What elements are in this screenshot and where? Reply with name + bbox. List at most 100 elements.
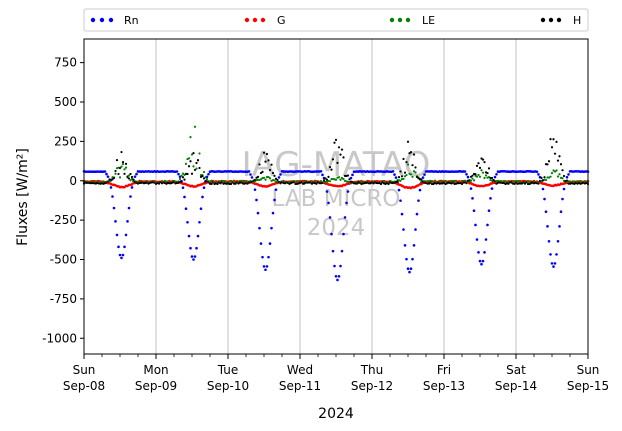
x-tick-day: Sun [73, 363, 96, 377]
point-rn [541, 187, 545, 191]
point-rn [399, 199, 402, 202]
point-h [339, 153, 342, 156]
point-rn [405, 257, 408, 261]
point-le [480, 169, 483, 172]
y-tick-label: -750 [50, 292, 77, 306]
point-rn [349, 176, 353, 180]
x-tick-date: Sep-09 [135, 379, 177, 393]
point-h [397, 176, 401, 179]
point-rn [486, 223, 489, 227]
legend-entry-rn: Rn [90, 14, 139, 27]
point-h [559, 163, 563, 166]
point-rn [544, 210, 548, 214]
point-rn [415, 212, 419, 216]
point-h [402, 157, 405, 161]
point-le [121, 163, 125, 166]
point-le [402, 177, 405, 181]
point-h [555, 140, 558, 143]
point-h [558, 155, 561, 158]
point-rn [175, 170, 179, 173]
y-tick-label: -500 [50, 253, 77, 267]
point-le [409, 173, 413, 176]
point-h [333, 141, 336, 144]
legend-label-rn: Rn [124, 14, 139, 27]
point-rn [111, 195, 114, 198]
point-rn [417, 199, 420, 202]
point-rn [126, 220, 129, 223]
point-h [216, 182, 219, 186]
point-rn [259, 242, 263, 245]
point-rn [543, 197, 546, 201]
point-h [469, 175, 473, 178]
legend: Rn G LE H [83, 8, 589, 32]
x-tick-date: Sep-13 [423, 379, 465, 393]
point-le [475, 175, 479, 178]
point-le [403, 175, 407, 178]
point-h [258, 163, 261, 166]
point-le [337, 176, 341, 179]
point-rn [423, 173, 426, 176]
point-le [259, 178, 263, 181]
watermark-line-1: IAG-MATAO [242, 145, 431, 185]
point-h [387, 182, 390, 186]
point-rn [201, 195, 204, 199]
point-rn [183, 195, 186, 199]
point-rn [421, 176, 425, 179]
point-rn [418, 188, 422, 192]
point-rn [403, 244, 407, 247]
point-rn [481, 259, 485, 263]
point-h [460, 182, 464, 186]
point-rn [487, 209, 491, 213]
point-rn [472, 209, 476, 213]
point-h [261, 170, 264, 173]
point-rn [402, 228, 405, 231]
point-h [420, 178, 423, 181]
point-rn [325, 190, 329, 193]
point-rn [535, 170, 539, 174]
point-h [547, 160, 551, 163]
point-rn [555, 253, 558, 256]
point-h [478, 166, 482, 169]
legend-label-h: H [573, 14, 581, 27]
watermark-line-2: LAB MICRO [272, 186, 401, 212]
point-le [129, 179, 132, 182]
point-rn [333, 264, 336, 268]
point-rn [342, 232, 345, 236]
point-rn [195, 246, 198, 250]
x-tick-date: Sep-10 [207, 379, 249, 393]
point-le [195, 167, 198, 170]
point-h [483, 161, 486, 164]
point-le [549, 175, 552, 178]
point-le [190, 153, 194, 156]
point-rn [559, 210, 563, 214]
point-rn [550, 262, 554, 265]
point-h [328, 165, 332, 169]
point-h [121, 160, 125, 164]
point-h [189, 160, 192, 163]
point-h [471, 174, 474, 177]
point-h [400, 175, 404, 178]
point-rn [340, 249, 344, 253]
point-rn [196, 234, 200, 238]
point-rn [253, 188, 257, 191]
point-h [379, 182, 383, 186]
point-rn [273, 198, 276, 202]
point-rn [408, 270, 411, 274]
y-tick-label: 750 [54, 56, 77, 70]
point-rn [337, 275, 341, 278]
point-rn [334, 275, 338, 278]
point-rn [255, 198, 258, 202]
point-h [112, 176, 116, 180]
point-h [474, 173, 477, 176]
point-rn [261, 255, 264, 259]
point-rn [262, 265, 266, 268]
point-h [406, 140, 410, 143]
point-h [411, 164, 414, 167]
point-h [486, 171, 489, 175]
point-le [189, 136, 192, 139]
point-rn [247, 170, 251, 173]
point-rn [489, 197, 492, 200]
y-tick-label: 500 [54, 95, 77, 109]
point-le [178, 177, 182, 181]
point-rn [274, 188, 278, 191]
